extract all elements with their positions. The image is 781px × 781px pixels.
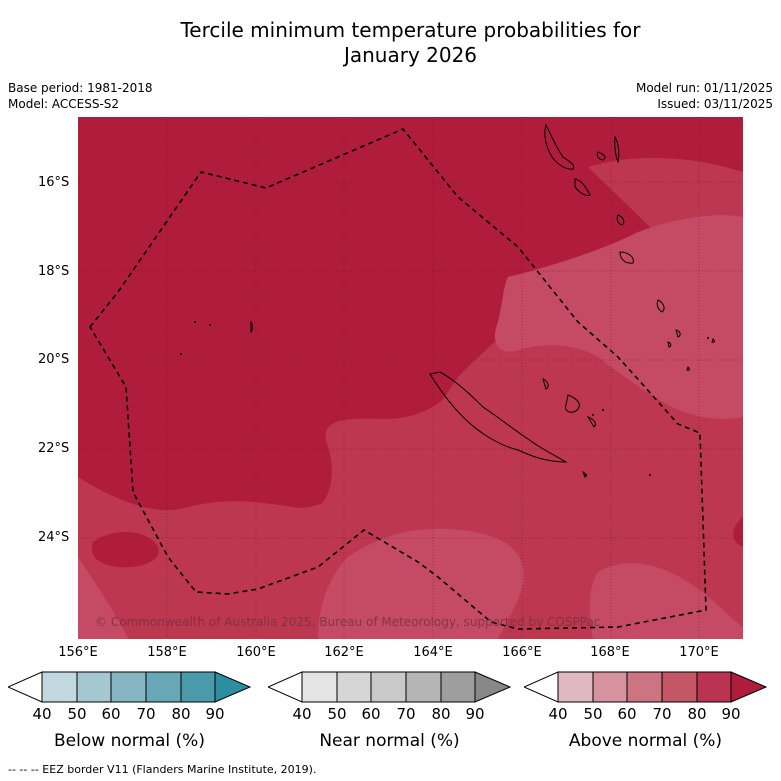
near-swatch-60-70 bbox=[370, 671, 407, 703]
above-tick-70: 70 bbox=[652, 705, 672, 723]
below-tick-80: 80 bbox=[171, 705, 191, 723]
below-tick-50: 50 bbox=[67, 705, 87, 723]
above-normal-colorbar bbox=[524, 671, 767, 703]
chesterfield-islands bbox=[250, 320, 253, 334]
model-name: Model: ACCESS-S2 bbox=[8, 97, 120, 111]
near-tick-90: 90 bbox=[465, 705, 485, 723]
small-islets bbox=[180, 321, 709, 476]
loyalty-ouvea bbox=[542, 378, 549, 390]
new-caledonia-main bbox=[429, 371, 568, 463]
vanuatu-erromango bbox=[619, 251, 634, 264]
near-normal-colorbar bbox=[268, 671, 511, 703]
below-swatch-50-60 bbox=[76, 671, 112, 703]
lat-label-16s: 16°S bbox=[38, 175, 70, 190]
vanuatu-espiritu-santo bbox=[544, 123, 575, 170]
above-swatch-60-70 bbox=[626, 671, 663, 703]
lon-label-170e: 170°E bbox=[679, 645, 719, 660]
vanuatu-efate bbox=[616, 214, 625, 226]
vanuatu-tanna bbox=[656, 299, 665, 313]
near-swatch-40-50 bbox=[301, 671, 338, 703]
near-swatch-70-80 bbox=[405, 671, 442, 703]
graticule bbox=[78, 117, 743, 639]
below-swatch-70-80 bbox=[145, 671, 182, 703]
lat-label-20s: 20°S bbox=[38, 352, 70, 367]
meta-right: Model run: 01/11/2025 Issued: 03/11/2025 bbox=[636, 80, 773, 112]
map-svg bbox=[78, 117, 743, 639]
lon-label-156e: 156°E bbox=[58, 645, 98, 660]
vanuatu-malekula bbox=[574, 178, 591, 196]
loyalty-lifou bbox=[564, 394, 580, 413]
near-tick-40: 40 bbox=[292, 705, 312, 723]
above-swatch-80-90 bbox=[696, 671, 732, 703]
lon-label-164e: 164°E bbox=[413, 645, 453, 660]
lon-label-168e: 168°E bbox=[590, 645, 630, 660]
near-normal-title: Near normal (%) bbox=[319, 731, 460, 751]
near-swatch-80-90 bbox=[440, 671, 476, 703]
eez-footnote: -- -- -- EEZ border V11 (Flanders Marine… bbox=[8, 763, 317, 776]
lon-label-162e: 162°E bbox=[324, 645, 364, 660]
below-normal-title: Below normal (%) bbox=[54, 731, 205, 751]
above-90-edge-patch bbox=[733, 517, 743, 547]
lon-label-166e: 166°E bbox=[502, 645, 542, 660]
below-tick-90: 90 bbox=[205, 705, 225, 723]
near-swatch-over bbox=[474, 671, 511, 703]
below-swatch-80-90 bbox=[180, 671, 216, 703]
base-period: Base period: 1981-2018 bbox=[8, 81, 153, 95]
chart-title: Tercile minimum temperature probabilitie… bbox=[0, 18, 781, 68]
walpole-islet bbox=[675, 329, 681, 338]
below-swatch-under bbox=[8, 671, 43, 703]
above-swatch-50-60 bbox=[592, 671, 628, 703]
above-swatch-70-80 bbox=[661, 671, 698, 703]
above-swatch-under bbox=[524, 671, 559, 703]
probability-map bbox=[78, 117, 743, 639]
above-70-south bbox=[318, 528, 524, 639]
hunter-island bbox=[711, 338, 715, 343]
title-line-2: January 2026 bbox=[343, 43, 478, 67]
below-swatch-over bbox=[214, 671, 251, 703]
vanuatu-ambae bbox=[596, 151, 606, 161]
near-tick-50: 50 bbox=[327, 705, 347, 723]
issued-date: Issued: 03/11/2025 bbox=[657, 97, 773, 111]
lon-label-160e: 160°E bbox=[236, 645, 276, 660]
near-swatch-50-60 bbox=[336, 671, 372, 703]
near-tick-70: 70 bbox=[396, 705, 416, 723]
title-line-1: Tercile minimum temperature probabilitie… bbox=[180, 18, 641, 42]
above-tick-50: 50 bbox=[583, 705, 603, 723]
above-70-east bbox=[494, 215, 743, 419]
above-70-southeast bbox=[589, 563, 743, 639]
lat-label-22s: 22°S bbox=[38, 441, 70, 456]
near-tick-60: 60 bbox=[361, 705, 381, 723]
above-swatch-over bbox=[730, 671, 767, 703]
meta-left: Base period: 1981-2018 Model: ACCESS-S2 bbox=[8, 80, 153, 112]
above-normal-title: Above normal (%) bbox=[568, 731, 723, 751]
matthew-island bbox=[686, 366, 690, 371]
above-swatch-40-50 bbox=[557, 671, 594, 703]
above-80-south bbox=[78, 276, 743, 639]
above-tick-90: 90 bbox=[721, 705, 741, 723]
copyright-notice: © Commonwealth of Australia 2025, Bureau… bbox=[95, 615, 601, 629]
above-tick-60: 60 bbox=[617, 705, 637, 723]
loyalty-mare bbox=[586, 415, 596, 428]
lat-label-18s: 18°S bbox=[38, 264, 70, 279]
below-swatch-60-70 bbox=[110, 671, 147, 703]
below-swatch-40-50 bbox=[41, 671, 78, 703]
vanuatu-maewo bbox=[614, 135, 620, 164]
near-swatch-under bbox=[268, 671, 303, 703]
below-normal-colorbar bbox=[8, 671, 251, 703]
beautemps-islet bbox=[667, 341, 672, 348]
lon-label-158e: 158°E bbox=[147, 645, 187, 660]
near-tick-80: 80 bbox=[431, 705, 451, 723]
eez-border-line bbox=[89, 128, 707, 630]
above-tick-80: 80 bbox=[687, 705, 707, 723]
model-run: Model run: 01/11/2025 bbox=[635, 81, 773, 95]
above-70-southwest bbox=[78, 557, 128, 639]
below-tick-40: 40 bbox=[32, 705, 52, 723]
below-tick-60: 60 bbox=[101, 705, 121, 723]
above-tick-40: 40 bbox=[548, 705, 568, 723]
below-tick-70: 70 bbox=[136, 705, 156, 723]
above-90-patch bbox=[91, 531, 159, 568]
lat-label-24s: 24°S bbox=[38, 530, 70, 545]
